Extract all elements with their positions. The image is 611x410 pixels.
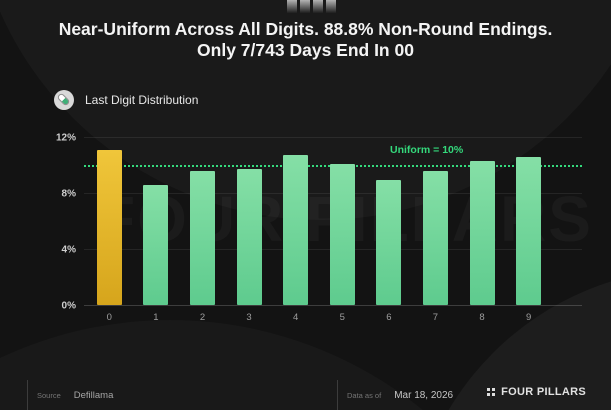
source-block: Source Defillama [27, 380, 113, 410]
uniform-line-label: Uniform = 10% [390, 144, 464, 156]
chart-title-line2: Only 7/743 Days End In 00 [197, 40, 414, 60]
bar-slot [319, 137, 366, 305]
data-as-of-block: Data as of Mar 18, 2026 [337, 380, 453, 410]
plot-area: Uniform = 10% [84, 137, 582, 306]
bar-digit-0[interactable] [96, 149, 122, 305]
x-axis-label: 8 [479, 312, 485, 323]
bar-digit-6[interactable] [376, 180, 402, 305]
bar-slot [366, 137, 413, 305]
x-axis-label: 7 [432, 312, 439, 323]
gridline [84, 137, 582, 138]
logo-bar [326, 0, 336, 13]
x-axis-label: 9 [525, 312, 532, 323]
bar-slot [459, 137, 506, 305]
pill-shape [56, 92, 71, 107]
data-as-of-label: Data as of [347, 390, 382, 400]
bar-digit-2[interactable] [189, 170, 215, 305]
x-axis-label: 3 [246, 312, 252, 323]
x-axis-label: 6 [386, 312, 392, 323]
y-axis: 0% 4% 8% 12% [30, 133, 76, 312]
bar-digit-8[interactable] [469, 160, 495, 305]
y-axis-label: 12% [55, 132, 76, 144]
y-axis-label: 4% [61, 244, 76, 256]
data-as-of-value: Mar 18, 2026 [394, 389, 454, 401]
bar-slot [86, 137, 133, 305]
y-axis-label: 0% [61, 300, 76, 312]
pill-icon [54, 90, 74, 110]
y-axis-label: 8% [61, 188, 76, 200]
logo-bar [313, 0, 323, 13]
four-pillars-brand: FOUR PILLARS [487, 386, 586, 398]
x-axis-label: 0 [106, 312, 112, 323]
x-axis-label: 1 [153, 312, 159, 323]
legend-label: Last Digit Distribution [85, 93, 199, 107]
bar-slot [505, 137, 552, 305]
bar-slot [272, 137, 319, 305]
x-axis: 0 1 2 3 4 5 6 7 8 9 [86, 312, 552, 323]
logo-bar [287, 0, 297, 13]
bar-digit-4[interactable] [283, 155, 309, 305]
chart-title: Near-Uniform Across All Digits. 88.8% No… [10, 19, 601, 61]
x-axis-label: 4 [293, 312, 299, 323]
bar-slot [179, 137, 226, 305]
bar-digit-7[interactable] [422, 170, 448, 305]
bar-digit-5[interactable] [329, 163, 355, 305]
x-axis-label: 5 [339, 312, 345, 323]
legend: Last Digit Distribution [54, 90, 198, 110]
bar-digit-1[interactable] [143, 184, 169, 305]
bar-digit-9[interactable] [516, 156, 542, 305]
gridline [84, 305, 582, 306]
four-dots-icon [487, 388, 496, 396]
logo-bar [300, 0, 310, 13]
bars-group [86, 137, 552, 305]
chart-title-line1: Near-Uniform Across All Digits. 88.8% No… [58, 19, 553, 39]
brand-name: FOUR PILLARS [501, 386, 586, 398]
x-axis-label: 2 [199, 312, 206, 323]
bar-digit-3[interactable] [236, 169, 262, 305]
source-label: Source [37, 390, 61, 400]
four-bars-logo [287, 0, 336, 13]
bar-slot [226, 137, 273, 305]
bar-slot [412, 137, 459, 305]
source-value: Defillama [73, 389, 114, 401]
bar-slot [133, 137, 180, 305]
